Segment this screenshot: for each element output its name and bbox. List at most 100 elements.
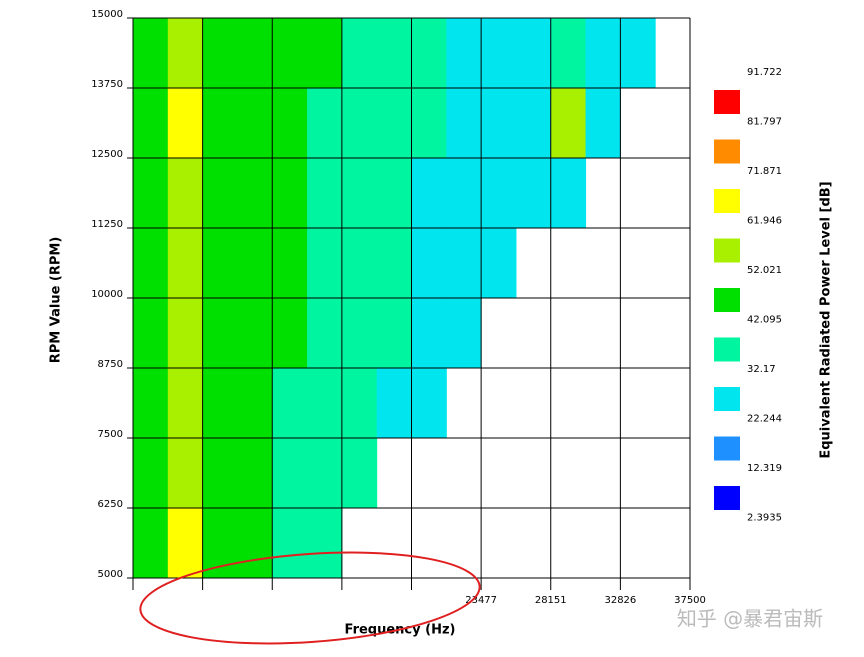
heatmap-cell: [341, 18, 378, 89]
heatmap-cell: [446, 298, 482, 369]
heatmap-cell: [620, 18, 656, 89]
heatmap-cell: [481, 158, 517, 229]
heatmap-cell: [167, 508, 204, 579]
heatmap-cell: [550, 88, 587, 159]
x-tick-label: 28151: [535, 595, 567, 606]
heatmap-cell: [133, 158, 169, 229]
heatmap-cell: [515, 18, 552, 89]
heatmap-cell: [167, 368, 204, 439]
heatmap-cell: [341, 228, 378, 299]
heatmap-cell: [272, 88, 308, 159]
heatmap-cell: [307, 228, 343, 299]
heatmap-cell: [202, 298, 238, 369]
colorbar-swatch: [714, 288, 740, 312]
heatmap-cell: [341, 438, 378, 509]
heatmap-cell: [341, 298, 378, 369]
heatmap-cell: [202, 18, 238, 89]
y-tick-label: 15000: [91, 9, 123, 20]
y-tick-label: 12500: [91, 149, 123, 160]
heatmap-cell: [481, 18, 517, 89]
heatmap-cell: [341, 158, 378, 229]
heatmap-cell: [411, 368, 447, 439]
colorbar-swatch: [714, 189, 740, 213]
heatmap-cells: [133, 18, 656, 579]
heatmap-cell: [133, 18, 169, 89]
heatmap-cell: [411, 18, 447, 89]
heatmap-cell: [202, 158, 238, 229]
colorbar-label: 91.722: [747, 67, 782, 78]
heatmap-cell: [411, 88, 447, 159]
heatmap-cell: [167, 298, 204, 369]
heatmap-cell: [133, 438, 169, 509]
x-tick-label: 32826: [604, 595, 636, 606]
heatmap-cell: [272, 438, 308, 509]
heatmap-cell: [307, 368, 343, 439]
grid: 23477 28151 32826 37500 5000 6250 7500 8750 1000…: [91, 9, 706, 606]
heatmap-cell: [341, 88, 378, 159]
colorbar-label: 22.244: [747, 414, 782, 425]
heatmap-cell: [376, 88, 413, 159]
heatmap-cell: [237, 88, 273, 159]
heatmap-cell: [446, 158, 482, 229]
heatmap-cell: [202, 228, 238, 299]
heatmap-cell: [167, 228, 204, 299]
y-tick-label: 13750: [91, 79, 123, 90]
y-tick-label: 8750: [98, 359, 123, 370]
heatmap-cell: [411, 228, 447, 299]
heatmap-cell: [307, 298, 343, 369]
heatmap-cell: [202, 88, 238, 159]
heatmap-cell: [307, 438, 343, 509]
colorbar-swatch: [714, 436, 740, 461]
heatmap-cell: [133, 88, 169, 159]
heatmap-cell: [133, 508, 169, 579]
heatmap-cell: [272, 368, 308, 439]
heatmap-cell: [133, 298, 169, 369]
heatmap-cell: [481, 88, 517, 159]
heatmap-cell: [272, 298, 308, 369]
heatmap-cell: [237, 228, 273, 299]
heatmap-cell: [133, 368, 169, 439]
heatmap-cell: [376, 18, 413, 89]
heatmap-cell: [237, 158, 273, 229]
colorbar-swatch: [714, 90, 740, 114]
heatmap-cell: [376, 368, 413, 439]
heatmap-cell: [237, 508, 273, 579]
y-tick-label: 5000: [98, 569, 123, 580]
colorbar-swatch: [714, 486, 740, 510]
heatmap-cell: [481, 228, 517, 299]
heatmap-cell: [411, 158, 447, 229]
colorbar-label: 71.871: [747, 166, 782, 177]
heatmap-cell: [307, 158, 343, 229]
colorbar-label: 2.3935: [747, 513, 782, 524]
heatmap-cell: [202, 368, 238, 439]
y-tick-label: 6250: [98, 499, 123, 510]
y-tick-label: 11250: [91, 219, 123, 230]
heatmap-cell: [272, 228, 308, 299]
heatmap-cell: [515, 158, 552, 229]
heatmap-cell: [446, 228, 482, 299]
colorbar-label: 81.797: [747, 117, 782, 128]
heatmap-cell: [585, 88, 621, 159]
heatmap-cell: [202, 438, 238, 509]
heatmap-cell: [376, 228, 413, 299]
heatmap-cell: [446, 18, 482, 89]
annotation-ellipse: [139, 551, 481, 645]
colorbar-swatch: [714, 238, 740, 263]
y-tick-label: 7500: [98, 429, 123, 440]
heatmap-cell: [167, 18, 204, 89]
colorbar-swatch: [714, 387, 740, 411]
colorbar-label: 12.319: [747, 463, 782, 474]
heatmap-cell: [376, 298, 413, 369]
colorbar-label: 42.095: [747, 315, 782, 326]
heatmap-cell: [167, 158, 204, 229]
colorbar-label: 52.021: [747, 265, 782, 276]
heatmap-cell: [237, 368, 273, 439]
heatmap-cell: [167, 88, 204, 159]
heatmap-cell: [237, 18, 273, 89]
heatmap-cell: [133, 228, 169, 299]
heatmap-cell: [515, 88, 552, 159]
colorbar-title: Equivalent Radiated Power Level [dB]: [819, 181, 834, 458]
heatmap-cell: [272, 18, 308, 89]
watermark: 知乎 @暴君宙斯: [677, 607, 823, 631]
